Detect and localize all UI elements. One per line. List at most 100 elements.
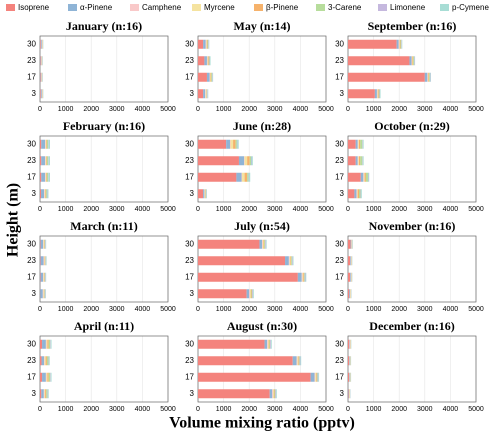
x-tick-label: 5000: [468, 406, 484, 413]
bar-segment: [44, 389, 46, 399]
bar-segment: [48, 139, 50, 149]
bar-segment: [47, 372, 49, 382]
bar-segment: [44, 239, 46, 249]
legend-label: α-Pinene: [80, 3, 113, 12]
bar-segment: [310, 372, 315, 382]
bar-segment: [40, 189, 42, 199]
x-tick-label: 0: [38, 206, 42, 213]
bar-segment: [207, 89, 208, 99]
bar-segment: [357, 156, 359, 166]
panel-title: July (n:54): [234, 219, 290, 233]
bar-segment: [368, 172, 370, 182]
bar-segment: [48, 156, 50, 166]
bar-segment: [241, 172, 243, 182]
bar-segment: [265, 239, 266, 249]
x-tick-label: 1000: [216, 306, 232, 313]
y-tick-label: 23: [335, 156, 344, 165]
bar-segment: [273, 389, 275, 399]
x-tick-label: 3000: [267, 106, 283, 113]
y-tick-label: 23: [27, 156, 36, 165]
bar-segment: [198, 272, 298, 282]
bar-segment: [236, 139, 238, 149]
y-tick-label: 23: [335, 356, 344, 365]
y-tick-label: 17: [335, 372, 344, 381]
bar-segment: [348, 72, 425, 82]
bar-segment: [205, 89, 207, 99]
x-tick-label: 5000: [318, 306, 334, 313]
y-tick-label: 30: [335, 139, 344, 148]
bar-segment: [208, 39, 210, 49]
bar-segment: [275, 389, 277, 399]
y-tick-label: 23: [185, 356, 194, 365]
plot-frame: [347, 135, 477, 203]
bar-segment: [253, 289, 254, 299]
bar-segment: [198, 239, 260, 249]
bar-segment: [44, 256, 45, 266]
x-tick-label: 4000: [135, 306, 151, 313]
y-tick-label: 3: [32, 189, 37, 198]
bar-segment: [303, 272, 304, 282]
bar-segment: [250, 289, 252, 299]
bar-segment: [207, 89, 209, 99]
bar-segment: [291, 256, 293, 266]
bar-segment: [45, 356, 47, 366]
bar-segment: [41, 172, 46, 182]
bar-segment: [235, 139, 237, 149]
bar-segment: [291, 256, 292, 266]
x-tick-label: 5000: [318, 106, 334, 113]
x-tick-label: 3000: [417, 106, 433, 113]
x-tick-label: 3000: [417, 306, 433, 313]
legend-label: 3-Carene: [328, 3, 362, 12]
y-tick-label: 30: [27, 339, 36, 348]
bar-segment: [362, 139, 364, 149]
bar-segment: [355, 156, 358, 166]
bar-segment: [428, 72, 430, 82]
y-tick-label: 17: [185, 372, 194, 381]
bar-segment: [249, 289, 251, 299]
bar-segment: [44, 239, 45, 249]
legend-swatch: [254, 4, 263, 11]
legend-label: Myrcene: [204, 3, 235, 12]
x-tick-label: 4000: [135, 206, 151, 213]
y-tick-label: 30: [27, 239, 36, 248]
bar-segment: [378, 89, 380, 99]
panel-title: February (n:16): [63, 119, 145, 133]
bar-segment: [43, 272, 44, 282]
bar-segment: [45, 156, 47, 166]
bar-segment: [301, 272, 303, 282]
bar-segment: [40, 256, 44, 266]
x-tick-label: 2000: [83, 406, 99, 413]
bar-segment: [360, 172, 364, 182]
bar-segment: [316, 372, 318, 382]
x-tick-label: 2000: [241, 206, 257, 213]
bar-segment: [206, 89, 208, 99]
x-tick-label: 0: [38, 106, 42, 113]
bar-segment: [348, 289, 350, 299]
bar-segment: [212, 72, 214, 82]
x-tick-label: 5000: [160, 306, 176, 313]
bar-segment: [43, 289, 44, 299]
bar-segment: [207, 39, 209, 49]
x-tick-label: 1000: [216, 406, 232, 413]
y-tick-label: 17: [27, 172, 36, 181]
y-tick-label: 30: [335, 39, 344, 48]
bar-segment: [356, 189, 357, 199]
x-tick-label: 0: [196, 206, 200, 213]
bar-segment: [205, 189, 207, 199]
bar-segment: [45, 139, 47, 149]
x-tick-label: 4000: [443, 306, 459, 313]
bar-segment: [348, 389, 350, 399]
bar-segment: [40, 72, 42, 82]
x-tick-label: 5000: [160, 206, 176, 213]
bar-segment: [429, 72, 430, 82]
y-tick-label: 17: [335, 72, 344, 81]
bar-segment: [208, 56, 210, 66]
bar-segment: [204, 189, 206, 199]
x-tick-label: 5000: [318, 206, 334, 213]
legend-label: Camphene: [142, 3, 182, 12]
x-tick-label: 5000: [468, 206, 484, 213]
y-tick-label: 17: [335, 172, 344, 181]
bar-segment: [276, 389, 277, 399]
bar-segment: [360, 156, 363, 166]
x-tick-label: 2000: [241, 406, 257, 413]
